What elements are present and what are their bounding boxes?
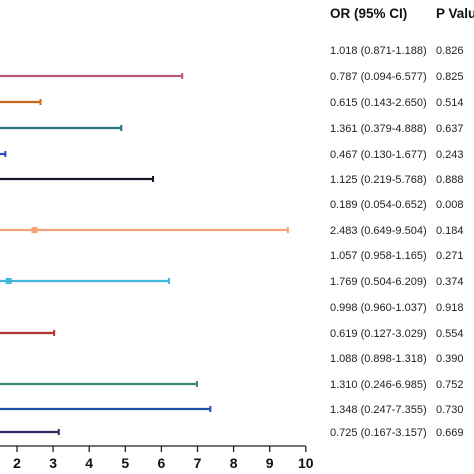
forest-row: 0.725 (0.167-3.157) 0.669: [0, 427, 464, 439]
forest-row: 0.787 (0.094-6.577) 0.825: [0, 71, 464, 83]
or-point: [5, 278, 12, 284]
or-ci-value: 1.361 (0.379-4.888): [330, 123, 427, 135]
or-ci-header: OR (95% CI): [330, 6, 407, 21]
p-value: 0.752: [436, 379, 464, 391]
forest-row: 2.483 (0.649-9.504) 0.184: [0, 225, 464, 237]
p-value: 0.514: [436, 97, 464, 109]
forest-rows: 1.018 (0.871-1.188) 0.826 0.787 (0.094-6.5…: [0, 45, 464, 439]
x-tick-label: 3: [49, 455, 57, 471]
or-ci-value: 1.769 (0.504-6.209): [330, 276, 427, 288]
or-ci-value: 0.725 (0.167-3.157): [330, 427, 427, 439]
forest-row: 1.348 (0.247-7.355) 0.730: [0, 404, 464, 416]
forest-row: 0.619 (0.127-3.029) 0.554: [0, 328, 464, 340]
or-ci-value: 1.125 (0.219-5.768): [330, 174, 427, 186]
forest-row: 0.189 (0.054-0.652) 0.008: [330, 199, 464, 211]
or-ci-value: 0.615 (0.143-2.650): [330, 97, 427, 109]
forest-row: 1.018 (0.871-1.188) 0.826: [330, 45, 464, 57]
p-value: 0.918: [436, 302, 464, 314]
p-value: 0.008: [436, 199, 464, 211]
p-value: 0.669: [436, 427, 464, 439]
x-tick-label: 2: [13, 455, 21, 471]
forest-row: 1.125 (0.219-5.768) 0.888: [0, 174, 464, 186]
p-value-header: P Valu: [436, 6, 474, 21]
forest-row: 0.998 (0.960-1.037) 0.918: [330, 302, 464, 314]
or-ci-value: 1.310 (0.246-6.985): [330, 379, 427, 391]
or-ci-value: 1.057 (0.958-1.165): [330, 250, 427, 262]
or-ci-value: 0.467 (0.130-1.677): [330, 149, 427, 161]
or-point: [31, 227, 38, 233]
or-ci-value: 1.088 (0.898-1.318): [330, 353, 427, 365]
p-value: 0.184: [436, 225, 464, 237]
or-ci-value: 0.619 (0.127-3.029): [330, 328, 427, 340]
forest-row: 1.057 (0.958-1.165) 0.271: [330, 250, 464, 262]
x-tick-label: 9: [266, 455, 274, 471]
p-value: 0.271: [436, 250, 464, 262]
or-ci-value: 0.998 (0.960-1.037): [330, 302, 427, 314]
x-tick-label: 8: [230, 455, 238, 471]
p-value: 0.825: [436, 71, 464, 83]
forest-row: 1.769 (0.504-6.209) 0.374: [0, 276, 464, 288]
x-tick-label: 6: [158, 455, 166, 471]
p-value: 0.730: [436, 404, 464, 416]
or-ci-value: 2.483 (0.649-9.504): [330, 225, 427, 237]
forest-row: 1.088 (0.898-1.318) 0.390: [330, 353, 464, 365]
forest-row: 0.467 (0.130-1.677) 0.243: [0, 149, 464, 161]
p-value: 0.888: [436, 174, 464, 186]
x-tick-label: 10: [298, 455, 314, 471]
or-ci-value: 1.348 (0.247-7.355): [330, 404, 427, 416]
x-tick-label: 5: [121, 455, 129, 471]
forest-row: 1.310 (0.246-6.985) 0.752: [0, 379, 464, 391]
forest-row: 1.361 (0.379-4.888) 0.637: [0, 123, 464, 135]
forest-row: 0.615 (0.143-2.650) 0.514: [0, 97, 464, 109]
or-ci-value: 0.787 (0.094-6.577): [330, 71, 427, 83]
p-value: 0.243: [436, 149, 464, 161]
x-tick-label: 4: [85, 455, 93, 471]
p-value: 0.374: [436, 276, 464, 288]
x-tick-label: 7: [194, 455, 202, 471]
p-value: 0.637: [436, 123, 464, 135]
or-ci-value: 1.018 (0.871-1.188): [330, 45, 427, 57]
p-value: 0.554: [436, 328, 464, 340]
or-ci-value: 0.189 (0.054-0.652): [330, 199, 427, 211]
p-value: 0.390: [436, 353, 464, 365]
p-value: 0.826: [436, 45, 464, 57]
x-axis: 2 3 4 5 6 7 8 9 10: [0, 445, 314, 471]
